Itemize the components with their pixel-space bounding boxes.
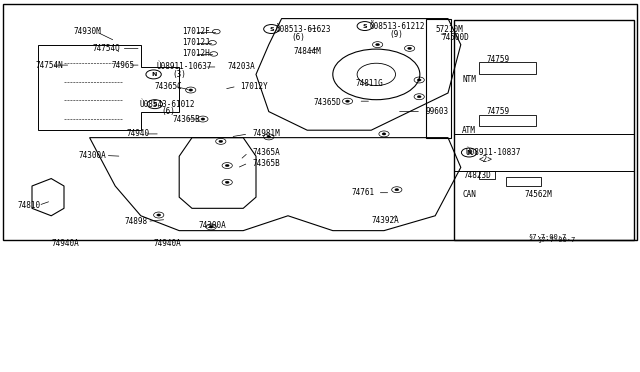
Circle shape (225, 164, 229, 167)
Circle shape (408, 47, 412, 49)
Text: (3): (3) (173, 70, 187, 79)
Text: (6): (6) (291, 33, 305, 42)
Circle shape (201, 118, 205, 120)
Circle shape (209, 226, 213, 228)
Text: Ù08543-61012: Ù08543-61012 (140, 100, 195, 109)
Circle shape (417, 96, 421, 98)
Text: 74810: 74810 (18, 201, 41, 210)
Text: 57210M: 57210M (435, 25, 463, 34)
Text: CAN: CAN (462, 190, 476, 199)
Text: §7·7·00·7: §7·7·00·7 (528, 233, 566, 239)
Text: 74759: 74759 (486, 107, 509, 116)
Text: 74754N: 74754N (35, 61, 63, 70)
Text: (6): (6) (161, 107, 175, 116)
Text: ATM: ATM (462, 126, 476, 135)
Text: <2>: <2> (479, 155, 493, 164)
Text: 74365A: 74365A (253, 148, 280, 157)
Text: 74761: 74761 (352, 188, 375, 197)
Text: S: S (152, 102, 157, 107)
Text: 74823D: 74823D (464, 171, 492, 180)
Text: Õ08513-61623: Õ08513-61623 (275, 25, 331, 34)
Text: 74754Q: 74754Q (93, 44, 120, 53)
Circle shape (267, 136, 271, 138)
Text: 74365B: 74365B (173, 115, 200, 124)
Text: 17012Y: 17012Y (240, 82, 268, 91)
Text: Ù08911-10637: Ù08911-10637 (157, 62, 212, 71)
Bar (454, 20, 634, 240)
Text: 74981M: 74981M (253, 129, 280, 138)
Text: 17012H: 17012H (182, 49, 210, 58)
Text: NTM: NTM (462, 76, 476, 84)
Bar (506, 177, 541, 186)
Text: Õ08513-61212: Õ08513-61212 (370, 22, 426, 31)
Text: S: S (269, 26, 274, 32)
Circle shape (189, 89, 193, 91)
Circle shape (395, 189, 399, 191)
Circle shape (225, 181, 229, 183)
Text: (9): (9) (389, 30, 403, 39)
Bar (479, 171, 495, 179)
Text: 74811G: 74811G (355, 79, 383, 88)
Text: 74898: 74898 (125, 217, 148, 226)
Text: 74392A: 74392A (371, 216, 399, 225)
Text: 74300A: 74300A (78, 151, 106, 160)
Text: §7·7·00·7: §7·7·00·7 (538, 236, 576, 242)
Circle shape (376, 44, 380, 46)
Text: S: S (362, 23, 367, 29)
Text: N: N (151, 72, 156, 77)
Circle shape (219, 140, 223, 142)
Text: 99603: 99603 (426, 107, 449, 116)
Text: 74500D: 74500D (442, 33, 469, 42)
Text: Ù08911-10837: Ù08911-10837 (466, 148, 522, 157)
Circle shape (417, 79, 421, 81)
Text: 74940A: 74940A (51, 239, 79, 248)
Text: N: N (467, 150, 472, 155)
Text: 74365C: 74365C (155, 82, 182, 91)
Text: 74365B: 74365B (253, 159, 280, 168)
Bar (479, 62, 536, 74)
Text: 74930M: 74930M (74, 27, 101, 36)
Bar (479, 115, 536, 126)
Text: 74300A: 74300A (198, 221, 226, 230)
Circle shape (382, 133, 386, 135)
Text: 74365D: 74365D (314, 98, 341, 107)
Text: 74940A: 74940A (154, 239, 181, 248)
Text: 74562M: 74562M (525, 190, 552, 199)
Text: 74203A: 74203A (227, 62, 255, 71)
Text: 74965: 74965 (112, 61, 135, 70)
Text: 17012F: 17012F (182, 27, 210, 36)
Circle shape (346, 100, 349, 102)
Text: 17012J: 17012J (182, 38, 210, 47)
Circle shape (157, 214, 161, 216)
Bar (3, 4, 637, 240)
Text: 74940: 74940 (127, 129, 150, 138)
Text: 74844M: 74844M (293, 47, 321, 56)
Text: 74759: 74759 (486, 55, 509, 64)
